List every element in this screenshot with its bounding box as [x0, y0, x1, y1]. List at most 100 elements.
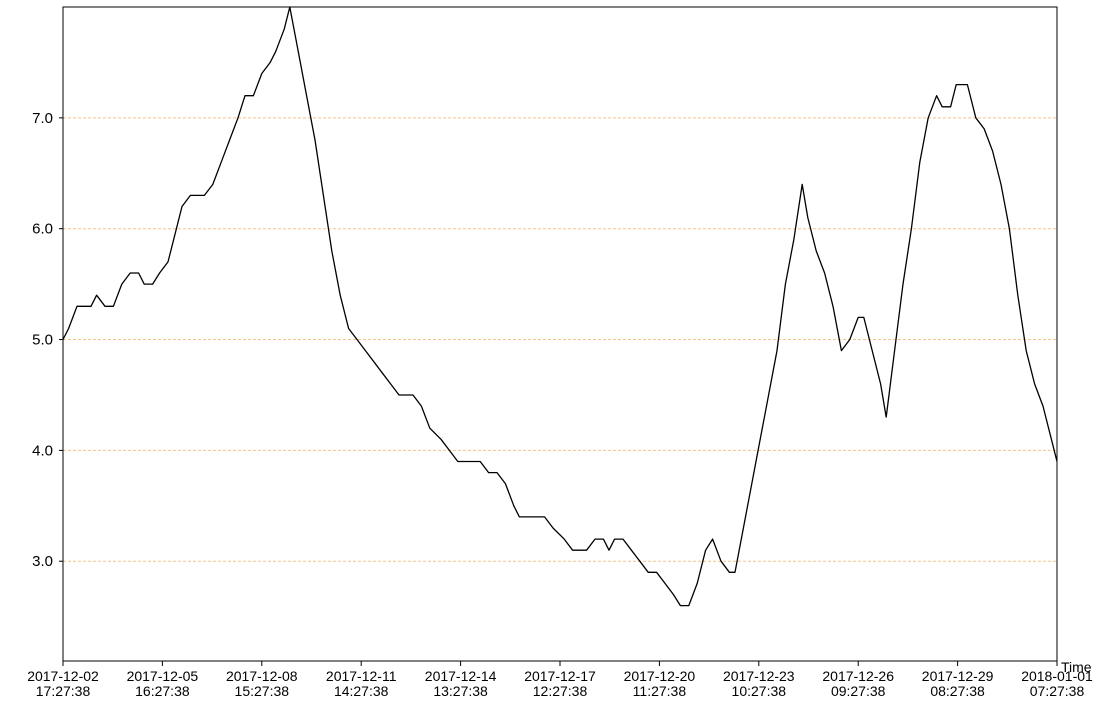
plot-frame: [62, 6, 1058, 662]
data-point: [323, 195, 325, 197]
data-point: [513, 505, 515, 507]
data-point: [138, 272, 140, 274]
data-point: [496, 472, 498, 474]
data-point: [680, 605, 682, 607]
data-point: [398, 394, 400, 396]
data-point: [688, 605, 690, 607]
data-point: [955, 84, 957, 86]
data-point: [841, 350, 843, 352]
data-point: [793, 239, 795, 241]
data-point: [113, 306, 115, 308]
data-point: [614, 538, 616, 540]
data-point: [365, 350, 367, 352]
data-point: [832, 306, 834, 308]
x-tick-label: 2017-12-29 08:27:38: [922, 668, 994, 699]
data-point: [936, 95, 938, 97]
x-tick-label: 2017-12-05 16:27:38: [127, 668, 199, 699]
data-point: [1042, 405, 1044, 407]
y-gridlines: [63, 117, 1057, 562]
data-point: [696, 583, 698, 585]
data-point: [603, 538, 605, 540]
data-point: [261, 73, 263, 75]
data-point: [776, 350, 778, 352]
y-tick-label: 7.0: [32, 110, 53, 127]
data-point: [608, 549, 610, 551]
data-point: [204, 195, 206, 197]
data-point: [622, 538, 624, 540]
data-point: [544, 516, 546, 518]
x-axis-title: Time: [1061, 659, 1092, 675]
data-point: [815, 250, 817, 252]
data-point: [1017, 294, 1019, 296]
data-point: [159, 272, 161, 274]
data-point: [212, 184, 214, 186]
data-point: [381, 372, 383, 374]
x-tick-label: 2018-01-01 07:27:38: [1021, 668, 1093, 699]
data-point: [121, 283, 123, 285]
data-point: [283, 28, 285, 30]
data-point: [244, 95, 246, 97]
data-point: [314, 139, 316, 141]
data-point: [306, 95, 308, 97]
data-point: [785, 283, 787, 285]
data-point: [759, 439, 761, 441]
data-point: [647, 572, 649, 574]
x-tick-label: 2017-12-26 09:27:38: [822, 668, 894, 699]
data-point: [331, 250, 333, 252]
data-point: [720, 560, 722, 562]
data-point: [253, 95, 255, 97]
y-axis-ticks: 3.0 4.0 5.0 6.0 7.0: [32, 110, 63, 570]
data-point: [173, 239, 175, 241]
data-point: [705, 549, 707, 551]
data-point: [229, 139, 231, 141]
data-point: [356, 339, 358, 341]
data-point: [743, 527, 745, 529]
data-point: [1000, 184, 1002, 186]
x-tick-label: 2017-12-23 10:27:38: [723, 668, 795, 699]
data-point: [563, 538, 565, 540]
data-point: [880, 383, 882, 385]
data-point: [983, 128, 985, 130]
data-point: [801, 184, 803, 186]
data-point: [894, 350, 896, 352]
data-point: [143, 283, 145, 285]
data-point: [941, 106, 943, 108]
data-point: [390, 383, 392, 385]
data-point: [449, 450, 451, 452]
data-point: [768, 394, 770, 396]
x-tick-label: 2017-12-02 17:27:38: [27, 668, 99, 699]
y-tick-label: 6.0: [32, 221, 53, 238]
data-point: [1034, 383, 1036, 385]
x-tick-label: 2017-12-14 13:27:38: [425, 668, 497, 699]
data-point: [373, 361, 375, 363]
data-point: [429, 427, 431, 429]
data-point: [992, 150, 994, 152]
data-point: [479, 461, 481, 463]
data-point: [1025, 350, 1027, 352]
data-point: [729, 572, 731, 574]
data-point: [421, 405, 423, 407]
data-point: [488, 472, 490, 474]
data-point: [1009, 228, 1011, 230]
data-point: [275, 51, 277, 53]
data-point: [104, 306, 106, 308]
data-point: [871, 350, 873, 352]
data-point: [975, 117, 977, 119]
data-point: [412, 394, 414, 396]
data-point: [586, 549, 588, 551]
data-point: [751, 483, 753, 485]
data-point: [76, 306, 78, 308]
data-point: [505, 483, 507, 485]
data-point: [885, 416, 887, 418]
data-point: [857, 317, 859, 319]
x-tick-label: 2017-12-11 14:27:38: [326, 668, 397, 699]
data-point: [911, 228, 913, 230]
data-point: [927, 117, 929, 119]
data-point: [594, 538, 596, 540]
data-point: [919, 161, 921, 163]
data-point: [863, 317, 865, 319]
data-point: [457, 461, 459, 463]
data-point: [190, 195, 192, 197]
